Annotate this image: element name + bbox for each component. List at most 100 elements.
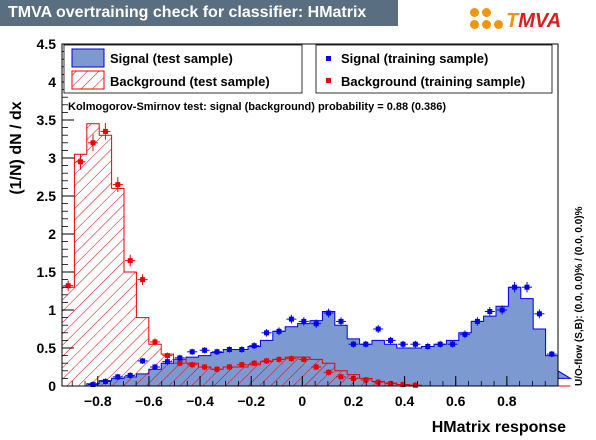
- signal-train-point: [546, 351, 557, 358]
- signal-train-point: [100, 378, 111, 385]
- background-train-point: [385, 380, 396, 387]
- signal-train-point: [298, 317, 309, 326]
- signal-train-point: [522, 282, 532, 293]
- ks-test-text: Kolmogorov-Smirnov test: signal (backgro…: [68, 101, 446, 113]
- signal-train-point: [484, 307, 495, 317]
- signal-train-point: [497, 305, 508, 315]
- background-train-point: [298, 356, 309, 363]
- legend: Signal (test sample) Background (test sa…: [63, 44, 553, 94]
- histograms: [61, 123, 573, 387]
- background-train-point: [88, 134, 98, 151]
- legend-background-train: Background (training sample): [341, 74, 525, 89]
- legend-signal-test: Signal (test sample): [110, 51, 233, 66]
- background-train-point: [311, 363, 322, 371]
- x-tick-label: 0.8: [497, 393, 517, 409]
- signal-train-point: [348, 340, 359, 348]
- signal-train-point: [410, 340, 421, 348]
- background-train-point: [125, 254, 136, 267]
- signal-train-point: [125, 372, 136, 379]
- signal-train-point: [88, 381, 98, 387]
- signal-train-point: [236, 346, 247, 353]
- signal-train-point: [373, 325, 384, 333]
- background-train-point: [162, 352, 173, 359]
- background-train-point: [398, 381, 408, 387]
- y-tick-label: 4.5: [37, 36, 57, 52]
- signal-train-point: [212, 348, 222, 355]
- tmva-logo: TMVA: [470, 8, 590, 36]
- signal-train-point: [472, 317, 483, 326]
- signal-train-point: [199, 347, 210, 354]
- background-train-point: [261, 357, 272, 364]
- signal-train-point: [360, 340, 371, 348]
- y-tick-label: 2: [48, 226, 56, 242]
- chart-title: TMVA overtraining check for classifier: …: [0, 0, 398, 26]
- background-train-point: [336, 373, 346, 380]
- legend-signal-train-marker: [326, 56, 331, 61]
- background-train-point: [187, 361, 198, 368]
- x-tick-label: −0.8: [84, 393, 112, 409]
- signal-train-point: [187, 348, 198, 355]
- signal-train-point: [137, 357, 148, 364]
- plot-frame: [61, 43, 559, 387]
- background-train-point: [174, 360, 185, 367]
- background-train-point: [286, 355, 297, 362]
- signal-train-point: [336, 317, 346, 326]
- background-train-point: [199, 363, 210, 371]
- signal-train-point: [174, 354, 185, 361]
- signal-train-point: [286, 314, 297, 324]
- background-train-point: [373, 379, 384, 386]
- signal-train-point: [162, 358, 173, 365]
- background-train-point: [360, 376, 371, 383]
- logo-text: TMVA: [506, 10, 562, 32]
- x-tick-label: −0.4: [186, 393, 214, 409]
- signal-train-point: [398, 340, 408, 348]
- background-train-point: [212, 366, 222, 373]
- legend-signal-train: Signal (training sample): [341, 51, 488, 66]
- x-tick-label: 0.2: [344, 393, 364, 409]
- x-axis: −0.8 −0.6 −0.4 −0.2 0 0.2 0.4 0.6 0.8: [71, 376, 546, 409]
- data-points: [63, 123, 557, 388]
- legend-background-test: Background (test sample): [110, 74, 270, 89]
- x-tick-label: 0.4: [395, 393, 415, 409]
- signal-train-point: [150, 363, 160, 371]
- y-tick-label: 0.5: [37, 340, 57, 356]
- y-axis-label: (1/N) dN / dx: [8, 101, 25, 194]
- y-tick-label: 3: [48, 150, 56, 166]
- background-train-point: [410, 382, 421, 388]
- signal-train-point: [274, 327, 284, 336]
- y-tick-label: 1.5: [37, 264, 57, 280]
- x-axis-label: HMatrix response: [432, 419, 566, 436]
- signal-train-point: [249, 342, 260, 350]
- signal-train-point: [422, 343, 433, 350]
- legend-signal-test-swatch: [71, 48, 105, 68]
- overflow-text: U/O-flow (S,B): (0.0, 0.0)% / (0.0, 0.0)…: [574, 206, 585, 386]
- y-tick-label: 0: [48, 378, 56, 394]
- x-tick-label: −0.6: [135, 393, 163, 409]
- signal-train-point: [509, 282, 520, 293]
- background-train-point: [150, 338, 160, 346]
- y-tick-label: 4: [48, 74, 56, 90]
- background-train-point: [224, 363, 235, 371]
- signal-train-point: [224, 346, 235, 353]
- background-train-point: [236, 361, 247, 368]
- x-tick-label: −0.2: [237, 393, 265, 409]
- signal-train-point: [435, 340, 446, 348]
- background-train-point: [75, 153, 86, 170]
- background-train-point: [63, 280, 74, 291]
- signal-train-point: [323, 308, 334, 318]
- background-train-point: [137, 274, 148, 285]
- signal-train-point: [460, 330, 470, 339]
- background-train-point: [112, 177, 123, 193]
- background-train-point: [274, 356, 284, 363]
- y-tick-label: 1: [48, 302, 56, 318]
- y-tick-label: 2.5: [37, 188, 57, 204]
- x-tick-label: 0: [298, 393, 306, 409]
- signal-train-point: [311, 319, 322, 328]
- legend-background-test-swatch: [71, 70, 105, 90]
- x-tick-label: 0.6: [446, 393, 466, 409]
- signal-train-point: [385, 336, 396, 344]
- signal-train-point: [447, 340, 458, 348]
- signal-train-point: [534, 309, 545, 319]
- signal-train-point: [261, 328, 272, 337]
